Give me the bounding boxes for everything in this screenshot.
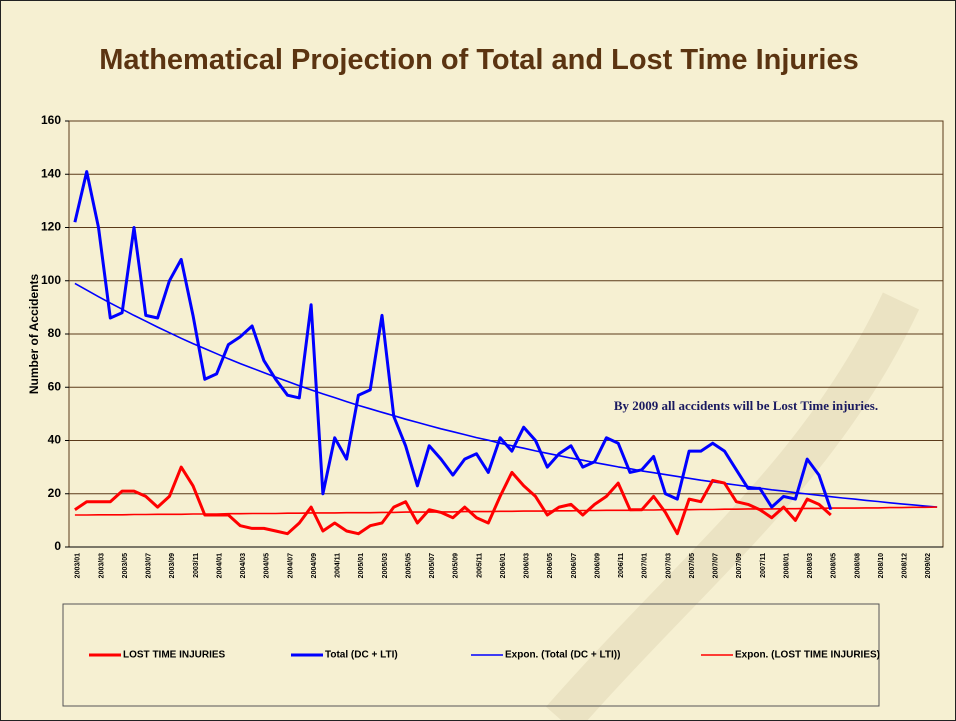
series-line <box>74 465 832 536</box>
y-tick-label: 80 <box>48 326 62 340</box>
x-tick-label: 2008/01 <box>783 553 790 578</box>
x-tick-label: 2008/10 <box>878 553 885 578</box>
x-tick-label: 2008/03 <box>807 553 814 578</box>
legend-label: Total (DC + LTI) <box>325 650 398 661</box>
x-tick-label: 2004/11 <box>335 553 342 578</box>
x-tick-label: 2005/07 <box>429 553 436 578</box>
x-tick-label: 2004/09 <box>311 553 318 578</box>
y-tick-label: 40 <box>48 433 62 447</box>
y-axis-label: Number of Accidents <box>27 274 41 395</box>
x-tick-label: 2004/01 <box>216 553 223 578</box>
x-tick-label: 2003/05 <box>122 553 129 578</box>
y-tick-label: 100 <box>41 273 61 287</box>
x-tick-label: 2008/05 <box>831 553 838 578</box>
x-tick-label: 2005/01 <box>358 553 365 578</box>
x-tick-label: 2008/08 <box>854 553 861 578</box>
x-tick-label: 2006/05 <box>547 553 554 578</box>
x-tick-label: 2004/03 <box>240 553 247 578</box>
x-tick-label: 2008/12 <box>902 553 909 578</box>
x-tick-label: 2009/02 <box>925 553 932 578</box>
legend-box <box>62 603 880 707</box>
x-tick-label: 2007/09 <box>736 553 743 578</box>
x-tick-label: 2006/07 <box>571 553 578 578</box>
y-tick-label: 20 <box>48 486 62 500</box>
y-tick-label: 60 <box>48 379 62 393</box>
x-tick-label: 2003/07 <box>146 553 153 578</box>
x-tick-label: 2006/03 <box>524 553 531 578</box>
x-tick-label: 2003/03 <box>98 553 105 578</box>
annotation: By 2009 all accidents will be Lost Time … <box>614 398 878 413</box>
x-tick-label: 2003/09 <box>169 553 176 578</box>
x-tick-label: 2005/05 <box>405 553 412 578</box>
x-tick-label: 2007/01 <box>642 553 649 578</box>
legend-label: Expon. (Total (DC + LTI)) <box>505 650 620 661</box>
series-line <box>73 170 833 511</box>
x-tick-label: 2007/05 <box>689 553 696 578</box>
y-tick-label: 160 <box>41 113 61 127</box>
x-tick-label: 2005/03 <box>382 553 389 578</box>
x-tick-label: 2004/05 <box>264 553 271 578</box>
legend-label: Expon. (LOST TIME INJURIES) <box>735 650 880 661</box>
x-tick-label: 2003/01 <box>75 553 82 578</box>
x-tick-label: 2006/11 <box>618 553 625 578</box>
chart-title: Mathematical Projection of Total and Los… <box>99 44 859 76</box>
x-tick-label: 2005/09 <box>453 553 460 578</box>
x-tick-label: 2007/11 <box>760 553 767 578</box>
x-tick-label: 2007/03 <box>665 553 672 578</box>
x-tick-label: 2007/07 <box>713 553 720 578</box>
x-tick-label: 2004/07 <box>287 553 294 578</box>
y-tick-label: 120 <box>41 220 61 234</box>
x-tick-label: 2006/01 <box>500 553 507 578</box>
legend-label: LOST TIME INJURIES <box>123 650 226 661</box>
x-tick-label: 2003/11 <box>193 553 200 578</box>
x-tick-label: 2006/09 <box>594 553 601 578</box>
y-tick-label: 0 <box>54 539 61 553</box>
decoration <box>545 292 920 720</box>
y-tick-label: 140 <box>41 166 61 180</box>
x-tick-label: 2005/11 <box>476 553 483 578</box>
